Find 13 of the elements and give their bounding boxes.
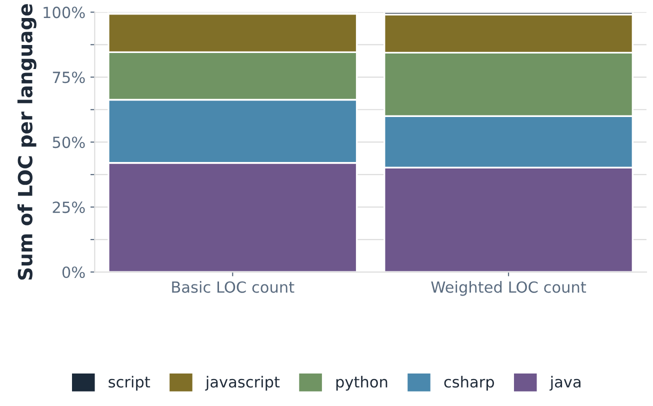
legend-label: script [108,376,150,391]
y-tick-label: 100% [44,6,85,18]
y-tick-label: 0% [62,266,85,278]
y-tick-label: 50% [52,136,85,148]
legend-label: python [336,376,388,391]
legend-label: java [550,376,580,391]
x-tick-label: Weighted LOC count [431,281,586,296]
y-tick-label: 75% [52,72,85,84]
y-tick-label: 25% [52,202,85,214]
x-tick-label: Basic LOC count [172,281,294,293]
y-axis-title: Sum of LOC per language [17,4,36,280]
legend-label: javascript [205,376,280,391]
legend-label: csharp [444,376,494,391]
